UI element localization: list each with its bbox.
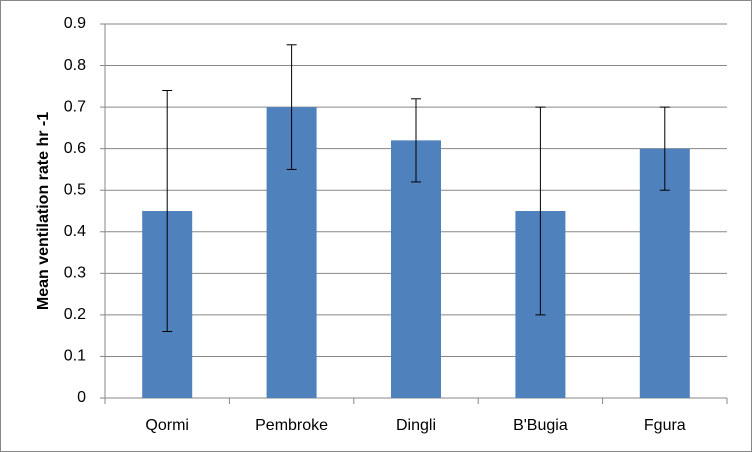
bar	[391, 140, 441, 398]
error-bar	[411, 98, 421, 183]
error-bar	[535, 106, 546, 316]
y-tick-label: 0.6	[64, 140, 86, 157]
y-tick-label: 0.8	[64, 57, 86, 74]
y-tick-label: 0.4	[64, 223, 86, 240]
y-axis-label: Mean ventilation rate hr -1	[35, 112, 52, 310]
y-tick-label: 0.7	[64, 98, 86, 115]
x-tick-label: B'Bugia	[513, 417, 568, 434]
x-tick-label: Dingli	[396, 417, 436, 434]
error-bar	[286, 44, 297, 170]
error-bar	[162, 89, 173, 333]
x-tick-label: Fgura	[644, 417, 686, 434]
x-tick-label: Pembroke	[255, 417, 328, 434]
error-bar	[659, 106, 670, 191]
y-tick-label: 0.3	[64, 265, 86, 282]
y-tick-label: 0	[77, 389, 86, 406]
y-tick-label: 0.9	[64, 15, 86, 32]
y-tick-label: 0.1	[64, 348, 86, 365]
y-tick-label: 0.2	[64, 306, 86, 323]
y-tick-label: 0.5	[64, 181, 86, 198]
x-tick-label: Qormi	[145, 417, 189, 434]
